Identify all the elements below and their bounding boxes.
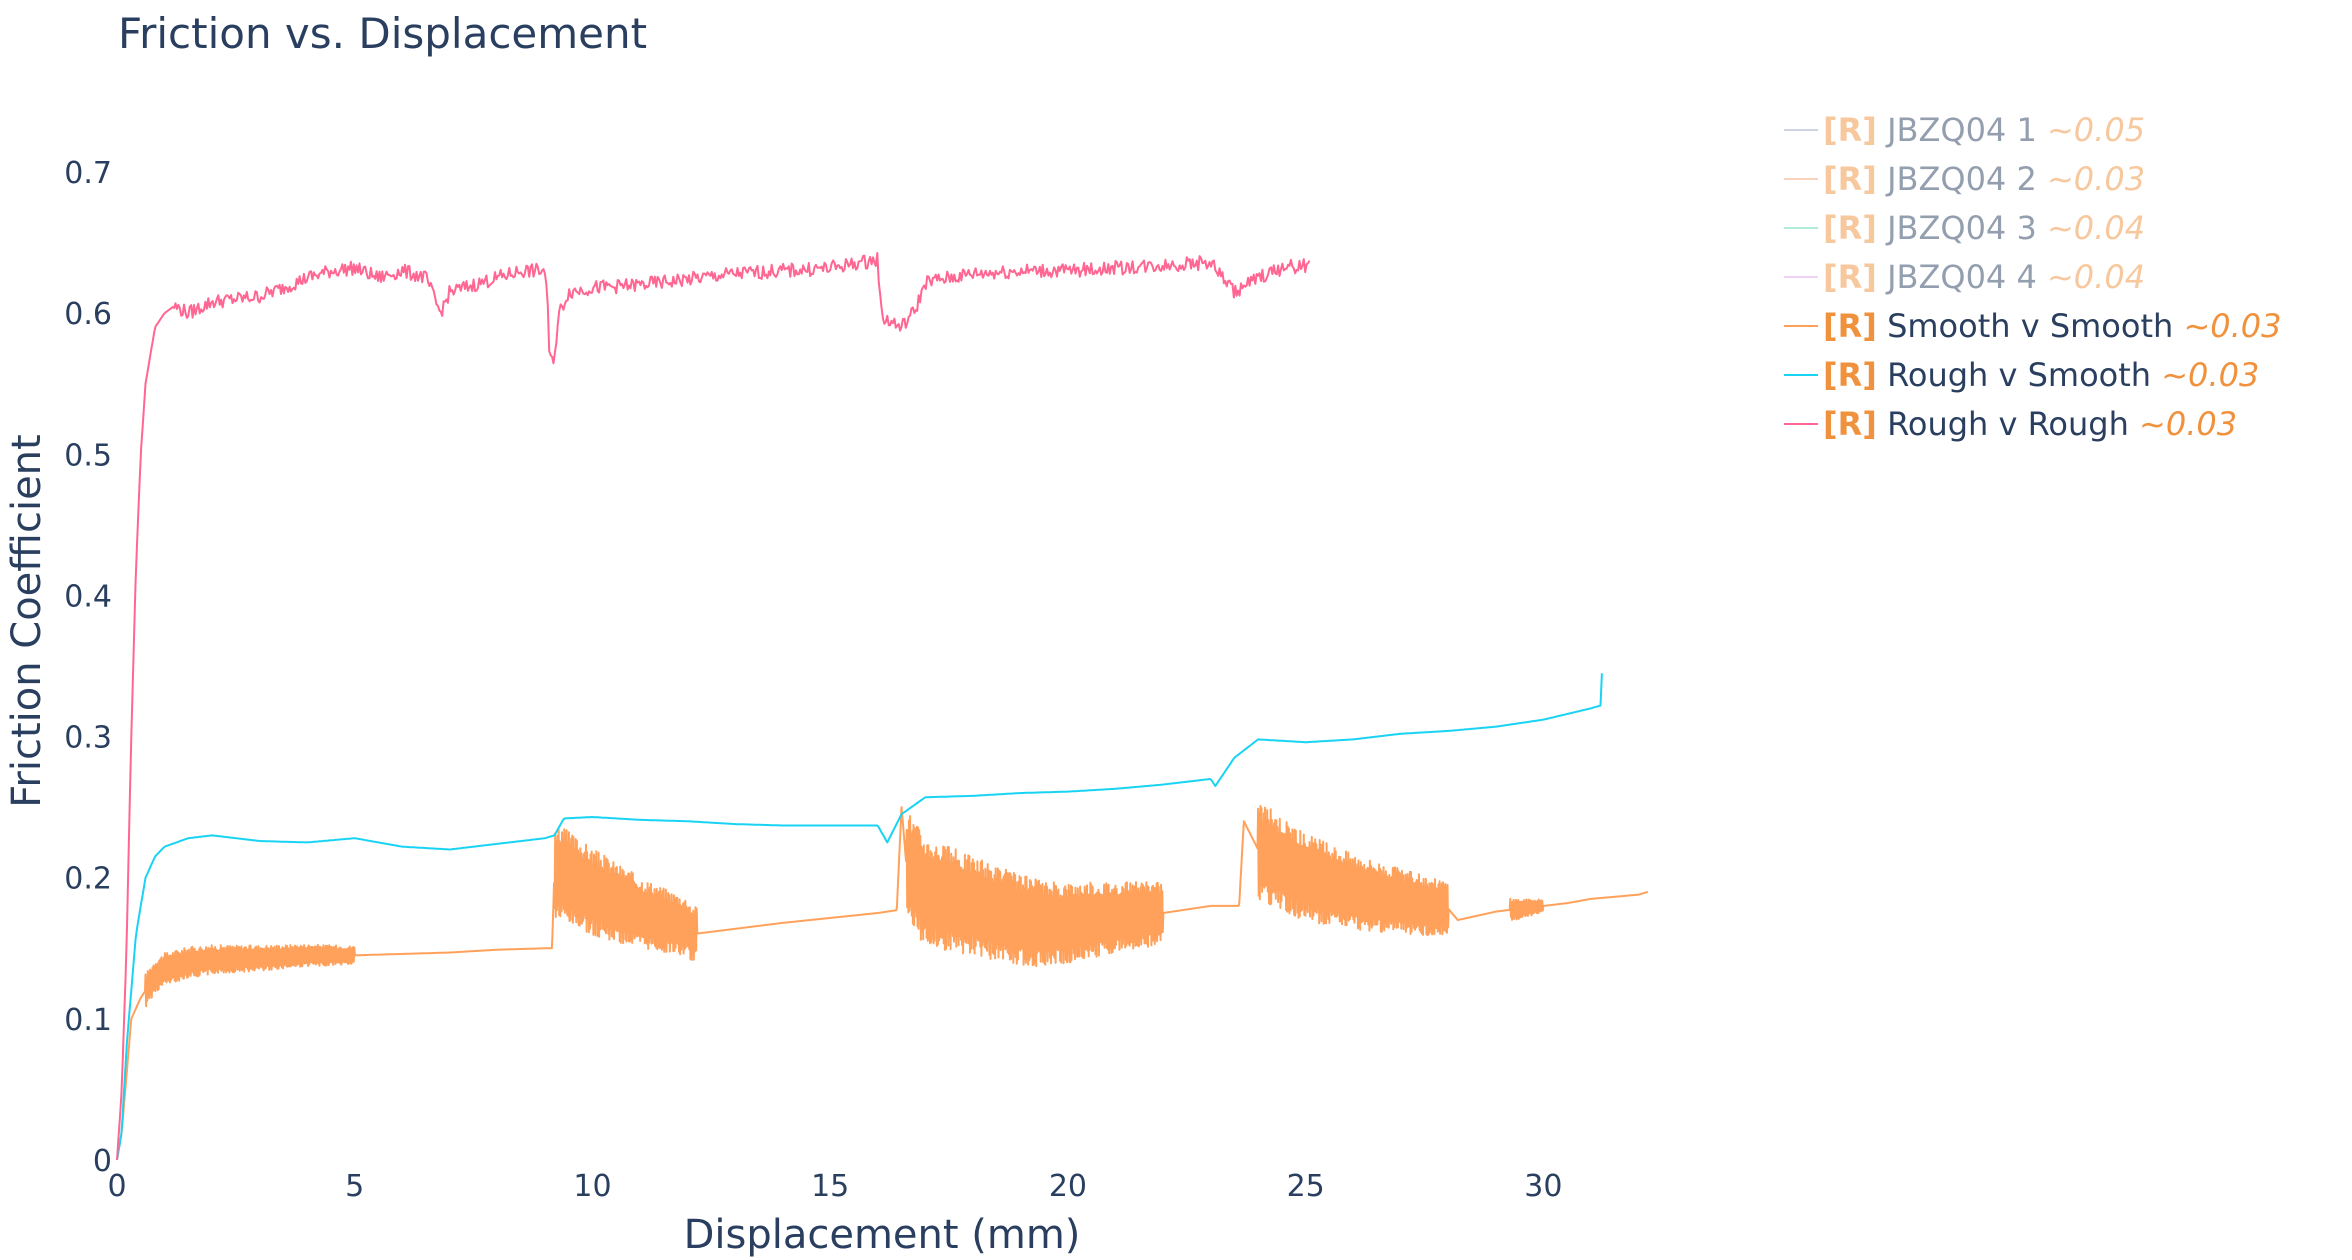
- legend-item-jbzq04-1[interactable]: [R] JBZQ04 1 ~0.05: [1784, 111, 2145, 149]
- y-tick-label: 0.1: [64, 1003, 112, 1038]
- series-line-smooth-v-smooth: [116, 805, 1649, 1161]
- y-tick-label: 0: [93, 1144, 112, 1179]
- x-axis-title: Displacement (mm): [684, 1212, 1081, 1258]
- x-tick-label: 0: [107, 1169, 126, 1204]
- legend-label: [R] Rough v Rough ~0.03: [1823, 405, 2237, 443]
- y-axis-ticks: 0 0.1 0.2 0.3 0.4 0.5 0.6 0.7: [64, 156, 112, 1179]
- legend-label: [R] JBZQ04 1 ~0.05: [1823, 111, 2145, 149]
- legend[interactable]: [R] JBZQ04 1 ~0.05 [R] JBZQ04 2 ~0.03 [R] …: [1784, 111, 2282, 443]
- x-axis-ticks: 0 5 10 15 20 25 30: [107, 1169, 1562, 1204]
- legend-item-smooth-v-smooth[interactable]: [R] Smooth v Smooth ~0.03: [1784, 307, 2282, 345]
- x-tick-label: 5: [345, 1169, 364, 1204]
- y-tick-label: 0.3: [64, 721, 112, 756]
- legend-item-jbzq04-4[interactable]: [R] JBZQ04 4 ~0.04: [1784, 258, 2145, 296]
- legend-item-rough-v-smooth[interactable]: [R] Rough v Smooth ~0.03: [1784, 356, 2259, 394]
- x-tick-label: 30: [1524, 1169, 1562, 1204]
- legend-label: [R] JBZQ04 4 ~0.04: [1823, 258, 2145, 296]
- y-axis-title: Friction Coefficient: [4, 434, 50, 807]
- legend-label: [R] Smooth v Smooth ~0.03: [1823, 307, 2282, 345]
- y-tick-label: 0.7: [64, 156, 112, 191]
- x-tick-label: 15: [811, 1169, 849, 1204]
- legend-label: [R] Rough v Smooth ~0.03: [1823, 356, 2259, 394]
- y-tick-label: 0.6: [64, 297, 112, 332]
- legend-item-rough-v-rough[interactable]: [R] Rough v Rough ~0.03: [1784, 405, 2237, 443]
- x-tick-label: 25: [1287, 1169, 1325, 1204]
- legend-label: [R] JBZQ04 2 ~0.03: [1823, 160, 2145, 198]
- series-line-rough-v-smooth: [116, 673, 1603, 1161]
- x-tick-label: 20: [1049, 1169, 1087, 1204]
- series-line-rough-v-rough: [116, 252, 1311, 1161]
- legend-label: [R] JBZQ04 3 ~0.04: [1823, 209, 2145, 247]
- y-tick-label: 0.2: [64, 862, 112, 897]
- plot-area: [116, 252, 1649, 1161]
- legend-item-jbzq04-3[interactable]: [R] JBZQ04 3 ~0.04: [1784, 209, 2145, 247]
- legend-item-jbzq04-2[interactable]: [R] JBZQ04 2 ~0.03: [1784, 160, 2145, 198]
- x-tick-label: 10: [573, 1169, 611, 1204]
- y-tick-label: 0.5: [64, 438, 112, 473]
- y-tick-label: 0.4: [64, 579, 112, 614]
- chart-title: Friction vs. Displacement: [118, 9, 647, 58]
